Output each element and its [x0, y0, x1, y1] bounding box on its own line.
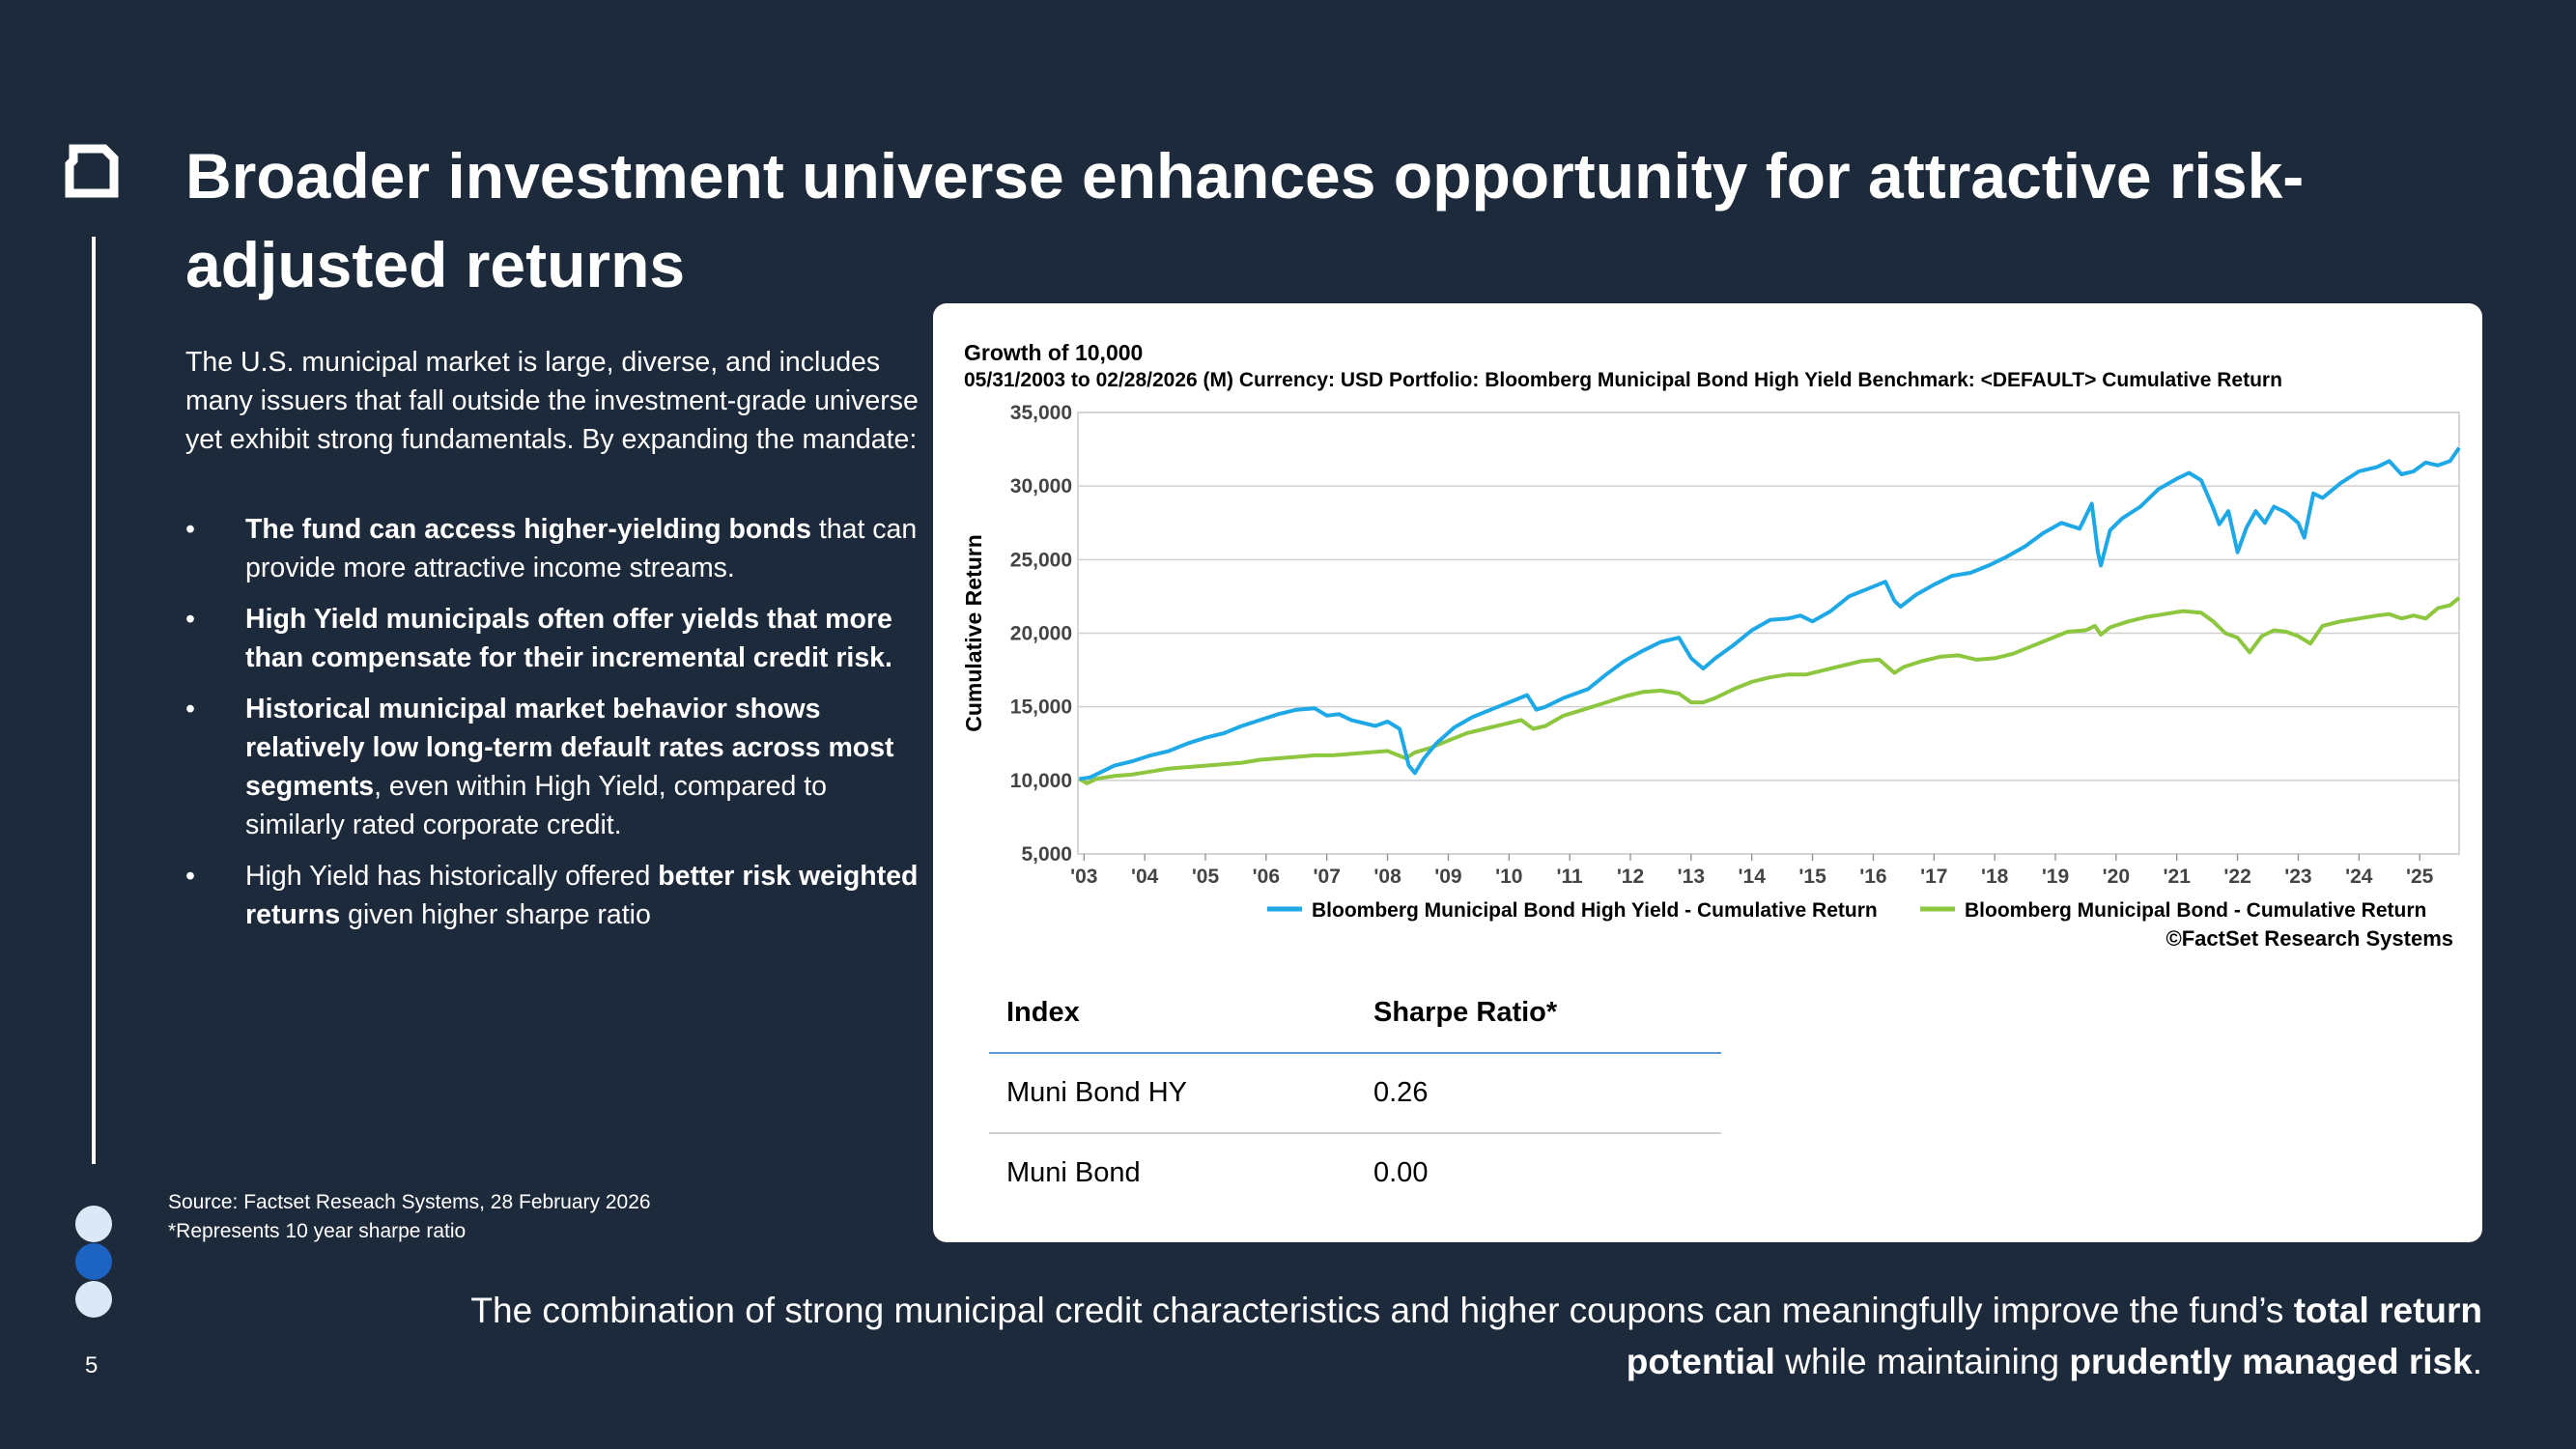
y-tick-label: 15,000	[1010, 696, 1072, 719]
y-tick-label: 20,000	[1010, 623, 1072, 645]
x-tick-label: '22	[2223, 866, 2250, 888]
sharpe-table: Index Sharpe Ratio* Muni Bond HY 0.26 Mu…	[989, 974, 1721, 1212]
column-header-sharpe: Sharpe Ratio*	[1373, 997, 1558, 1028]
x-tick-label: '03	[1070, 866, 1097, 888]
footnote-line: *Represents 10 year sharpe ratio	[168, 1220, 467, 1242]
x-tick-label: '23	[2284, 866, 2311, 888]
x-tick-label: '21	[2164, 866, 2192, 888]
chart-subtitle: 05/31/2003 to 02/28/2026 (M) Currency: U…	[964, 369, 2282, 391]
bullet-item: • High Yield municipals often offer yiel…	[185, 600, 929, 677]
growth-chart: 5,000 10,000 15,000 20,000 25,000 30,000 35,00…	[961, 402, 2461, 951]
x-tick-label: '08	[1373, 866, 1401, 888]
bullet-marker: •	[185, 514, 195, 545]
nav-dot-1	[75, 1206, 112, 1242]
bullet-text: given higher sharpe ratio	[340, 899, 651, 930]
x-tick-label: '20	[2103, 866, 2130, 888]
y-tick-label: 5,000	[1021, 843, 1072, 866]
nav-dot-3	[75, 1281, 112, 1318]
bullet-text: that can provide more attractive income …	[245, 514, 918, 583]
series-line-muni-hy	[1079, 446, 2461, 781]
cell-sharpe: 0.26	[1373, 1077, 1429, 1108]
x-tick-label: '13	[1678, 866, 1705, 888]
table-header-row: Index Sharpe Ratio*	[989, 974, 1721, 1054]
y-axis-label: Cumulative Return	[961, 534, 986, 731]
source-note: Source: Factset Reseach Systems, 28 Febr…	[168, 1188, 651, 1246]
decorative-vertical-line	[92, 237, 96, 1164]
intro-paragraph: The U.S. municipal market is large, dive…	[185, 347, 919, 455]
cell-sharpe: 0.00	[1373, 1157, 1429, 1188]
page-number: 5	[85, 1352, 99, 1378]
x-tick-label: '19	[2042, 866, 2069, 888]
page-title: Broader investment universe enhances opp…	[185, 140, 2305, 300]
series-line-muni	[1078, 596, 2461, 785]
bullet-item: • Historical municipal market behavior s…	[185, 690, 929, 844]
chart-credit: ©FactSet Research Systems	[2166, 926, 2453, 951]
x-tick-label: '14	[1739, 866, 1767, 888]
statement-text: while maintaining	[1774, 1342, 2070, 1381]
x-tick-label: '25	[2406, 866, 2434, 888]
source-line: Source: Factset Reseach Systems, 28 Febr…	[168, 1191, 651, 1213]
cell-index: Muni Bond	[1006, 1157, 1141, 1188]
x-tick-label: '15	[1798, 866, 1826, 888]
statement-bold: prudently managed risk	[2069, 1342, 2473, 1381]
bullet-item: • High Yield has historically offered be…	[185, 857, 929, 934]
bullet-bold: High Yield municipals often offer yields…	[245, 604, 892, 673]
bottom-statement: The combination of strong municipal cred…	[357, 1285, 2482, 1387]
bullet-marker: •	[185, 604, 195, 635]
chart-title: Growth of 10,000	[964, 340, 1144, 365]
x-tick-label: '24	[2345, 866, 2373, 888]
y-tick-label: 10,000	[1010, 770, 1072, 792]
bullet-bold: better risk weighted returns	[245, 861, 919, 930]
table-row: Muni Bond 0.00	[989, 1134, 1721, 1212]
x-tick-label: '07	[1314, 866, 1341, 888]
column-header-index: Index	[1006, 997, 1080, 1028]
x-tick-label: '06	[1253, 866, 1280, 888]
bullet-list: • The fund can access higher-yielding bo…	[185, 510, 929, 947]
x-tick-label: '05	[1192, 866, 1220, 888]
statement-text: .	[2472, 1342, 2482, 1381]
bullet-bold: The fund can access higher-yielding bond…	[245, 514, 811, 545]
brand-logo-icon	[65, 144, 119, 198]
x-tick-label: '12	[1617, 866, 1644, 888]
chart-panel: Growth of 10,000 05/31/2003 to 02/28/202…	[933, 303, 2482, 1242]
statement-text: The combination of strong municipal cred…	[470, 1291, 2294, 1330]
x-tick-label: '09	[1434, 866, 1461, 888]
bullet-text-pre: High Yield has historically offered	[245, 861, 659, 892]
x-tick-label: '16	[1859, 866, 1886, 888]
x-tick-label: '17	[1920, 866, 1947, 888]
bullet-marker: •	[185, 694, 195, 724]
statement-bold: total return potential	[1626, 1291, 2482, 1381]
y-tick-label: 25,000	[1010, 549, 1072, 571]
legend-label: Bloomberg Municipal Bond - Cumulative Re…	[1965, 899, 2426, 922]
x-tick-label: '18	[1981, 866, 2009, 888]
legend-label: Bloomberg Municipal Bond High Yield - Cu…	[1312, 899, 1878, 922]
cell-index: Muni Bond HY	[1006, 1077, 1187, 1108]
bullet-bold: Historical municipal market behavior sho…	[245, 694, 894, 802]
bullet-text: , even within High Yield, compared to si…	[245, 771, 827, 840]
bullet-marker: •	[185, 861, 195, 892]
y-tick-label: 30,000	[1010, 475, 1072, 497]
x-tick-label: '10	[1495, 866, 1522, 888]
table-row: Muni Bond HY 0.26	[989, 1054, 1721, 1134]
x-tick-label: '04	[1131, 866, 1159, 888]
bullet-item: • The fund can access higher-yielding bo…	[185, 510, 929, 587]
x-tick-label: '11	[1557, 866, 1584, 888]
y-tick-label: 35,000	[1010, 402, 1072, 424]
nav-dot-2-active	[75, 1243, 112, 1280]
